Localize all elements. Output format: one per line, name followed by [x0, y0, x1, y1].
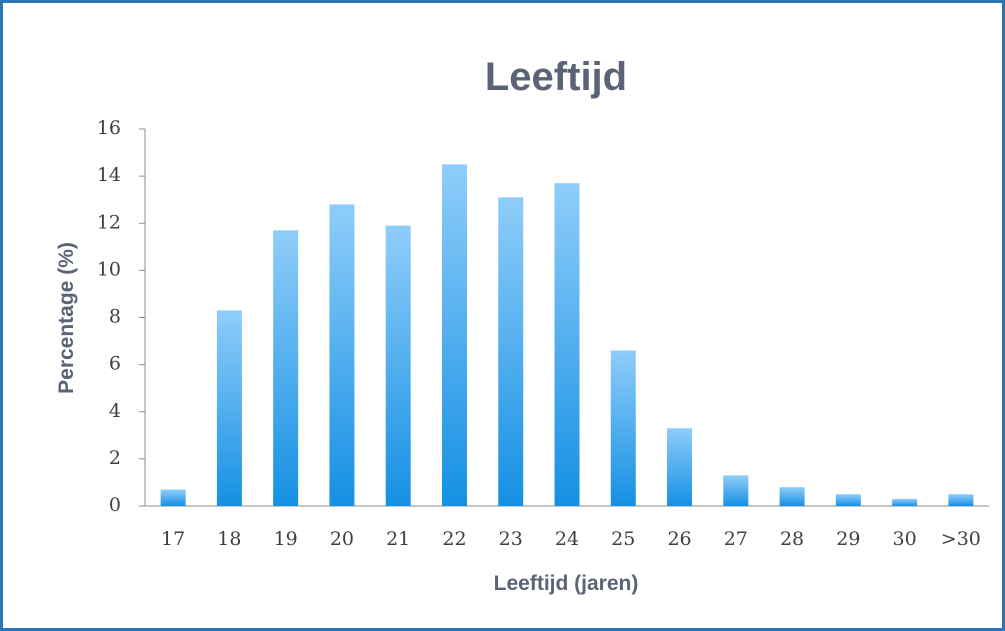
bar [385, 225, 411, 506]
x-tick-label: 23 [499, 528, 523, 550]
x-tick-label: 30 [893, 528, 917, 550]
y-tick-label: 14 [97, 164, 121, 186]
x-tick-label: 21 [386, 528, 410, 550]
y-tick-label: 12 [97, 211, 121, 233]
bar [892, 498, 918, 506]
x-tick-label: 19 [274, 528, 298, 550]
bar [216, 310, 242, 506]
x-tick-label: 17 [161, 528, 185, 550]
bar [441, 164, 467, 506]
x-tick-label: 29 [836, 528, 860, 550]
y-tick-label: 8 [109, 306, 121, 328]
y-tick-label: 6 [109, 353, 121, 375]
bar [329, 204, 355, 506]
x-axis-label: Leeftijd (jaren) [494, 572, 639, 595]
x-tick-label: 24 [555, 528, 579, 550]
x-tick-label: 25 [611, 528, 635, 550]
bar [554, 183, 580, 506]
bar [948, 494, 974, 506]
y-tick-label: 10 [97, 258, 121, 280]
bar [498, 197, 524, 507]
bar [779, 487, 805, 506]
y-tick-label: 2 [109, 447, 121, 469]
bar [723, 475, 749, 506]
x-tick-label: 20 [330, 528, 354, 550]
y-tick-label: 0 [109, 494, 121, 516]
y-tick-label: 16 [97, 117, 121, 139]
chart-title: Leeftijd [485, 55, 627, 99]
y-axis-label: Percentage (%) [55, 242, 78, 394]
x-tick-label: 28 [780, 528, 804, 550]
x-tick-label: 27 [724, 528, 748, 550]
x-tick-label: 26 [667, 528, 691, 550]
bar [273, 230, 299, 506]
x-tick-label: 22 [442, 528, 466, 550]
x-tick-label: 18 [217, 528, 241, 550]
x-tick-label: >30 [941, 528, 981, 550]
y-tick-label: 4 [109, 400, 121, 422]
bar [835, 494, 861, 506]
bar [610, 350, 636, 506]
bar [667, 428, 693, 506]
bar [160, 489, 186, 506]
